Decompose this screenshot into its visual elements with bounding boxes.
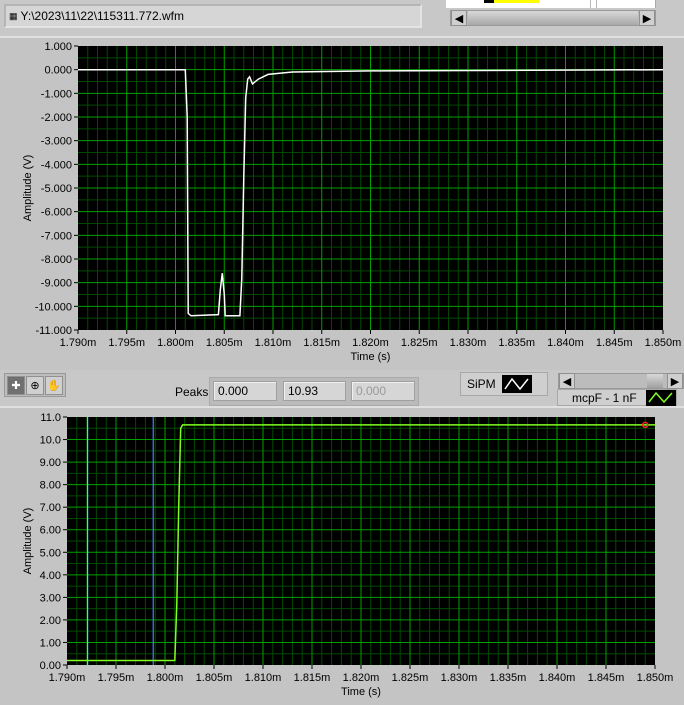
x-axis-label: Time (s): [351, 351, 391, 363]
x-tick-label: 1.845m: [588, 672, 625, 684]
x-tick-label: 1.800m: [147, 672, 184, 684]
y-tick-label: -9.000: [41, 278, 72, 290]
x-tick-label: 1.830m: [441, 672, 478, 684]
mcp-waveform-graph[interactable]: 1.790m 1.795m 1.800m 1.805m 1.810m 1.815m 1.82…: [0, 406, 684, 705]
scroll-thumb[interactable]: [647, 374, 663, 388]
sipm-plot-legend[interactable]: SiPM: [460, 372, 548, 396]
x-tick-label: 1.820m: [352, 337, 389, 349]
y-tick-label: -7.000: [41, 230, 72, 242]
white-trace-swatch-icon: [501, 375, 532, 393]
x-tick-label: 1.800m: [157, 337, 194, 349]
x-tick-label: 1.825m: [401, 337, 438, 349]
scroll-right-button[interactable]: ▶: [667, 373, 683, 389]
peak-value-1[interactable]: 0.000: [213, 381, 277, 401]
legend-label: SiPM: [467, 377, 496, 391]
x-axis-label: Time (s): [341, 686, 381, 698]
y-tick-label: 3.00: [40, 592, 61, 604]
y-tick-label: 1.00: [40, 637, 61, 649]
x-tick-label: 1.795m: [108, 337, 145, 349]
x-tick-label: 1.815m: [303, 337, 340, 349]
series-trace: [78, 68, 664, 317]
legend-label: mcpF - 1 nF: [572, 390, 637, 405]
scroll-thumb[interactable]: [468, 11, 638, 25]
green-trace-swatch-icon: [646, 389, 676, 406]
peak-value-2[interactable]: 10.93: [283, 381, 346, 401]
cursor-crosshair-icon[interactable]: ✚: [7, 376, 25, 395]
x-tick-label: 1.825m: [392, 672, 429, 684]
x-tick-label: 1.840m: [539, 672, 576, 684]
x-tick-label: 1.820m: [343, 672, 380, 684]
y-axis-label: Amplitude (V): [22, 155, 34, 222]
x-tick-label: 1.840m: [547, 337, 584, 349]
mcp-plot-legend[interactable]: mcpF - 1 nF: [557, 389, 677, 406]
x-tick-label: 1.810m: [255, 337, 292, 349]
y-tick-label: 0.000: [44, 65, 72, 77]
file-path-control[interactable]: ▦ Y:\2023\11\22\115311.772.wfm: [4, 4, 422, 28]
x-tick-label: 1.835m: [498, 337, 535, 349]
sipm-waveform-graph[interactable]: 1.790m 1.795m 1.800m 1.805m 1.810m 1.815m 1.82…: [0, 36, 684, 370]
y-tick-label: 10.0: [40, 435, 61, 447]
peak-marker: [641, 421, 649, 429]
y-tick-label: -1.000: [41, 88, 72, 100]
y-tick-label: 9.00: [40, 457, 61, 469]
y-tick-label: -5.000: [41, 183, 72, 195]
scroll-right-button[interactable]: ▶: [639, 10, 655, 26]
x-tick-label: 1.850m: [637, 672, 674, 684]
y-tick-label: -6.000: [41, 207, 72, 219]
x-tick-label: 1.845m: [596, 337, 633, 349]
scroll-left-button[interactable]: ◀: [559, 373, 575, 389]
y-tick-label: 11.0: [40, 412, 61, 424]
path-icon: ▦: [9, 10, 18, 21]
file-path-value: Y:\2023\11\22\115311.772.wfm: [20, 9, 184, 23]
y-tick-label: 1.000: [44, 41, 72, 53]
y-tick-label: 5.00: [40, 547, 61, 559]
y-tick-label: -4.000: [41, 159, 72, 171]
x-tick-label: 1.805m: [206, 337, 243, 349]
y-tick-label: -2.000: [41, 112, 72, 124]
peak-value-3: 0.000: [351, 381, 415, 401]
data-table[interactable]: [446, 0, 656, 8]
graph-tool-palette: ✚ ⊕ ✋: [4, 373, 66, 397]
pan-hand-icon[interactable]: ✋: [45, 376, 63, 395]
x-tick-label: 1.835m: [490, 672, 527, 684]
scroll-left-button[interactable]: ◀: [451, 10, 467, 26]
x-tick-label: 1.790m: [49, 672, 86, 684]
series-trace: [67, 424, 655, 662]
x-tick-label: 1.810m: [245, 672, 282, 684]
y-tick-label: 6.00: [40, 525, 61, 537]
x-tick-label: 1.790m: [60, 337, 97, 349]
x-tick-label: 1.795m: [98, 672, 135, 684]
x-tick-label: 1.850m: [645, 337, 682, 349]
plot-selector-scrollbar[interactable]: ◀ ▶: [558, 373, 684, 389]
y-tick-label: 0.00: [40, 660, 61, 672]
peaks-label: Peaks: [175, 385, 209, 399]
y-tick-label: -11.000: [36, 325, 73, 337]
y-tick-label: -10.000: [35, 301, 72, 313]
y-tick-label: 4.00: [40, 570, 61, 582]
y-tick-label: -3.000: [41, 136, 72, 148]
y-tick-label: 8.00: [40, 480, 61, 492]
y-tick-label: 7.00: [40, 502, 61, 514]
table-horizontal-scrollbar[interactable]: ◀ ▶: [450, 10, 656, 26]
y-tick-label: 2.00: [40, 615, 61, 627]
y-tick-label: -8.000: [41, 254, 72, 266]
zoom-icon[interactable]: ⊕: [26, 376, 44, 395]
x-tick-label: 1.830m: [450, 337, 487, 349]
x-tick-label: 1.815m: [294, 672, 331, 684]
y-axis-label: Amplitude (V): [22, 508, 34, 575]
x-tick-label: 1.805m: [196, 672, 233, 684]
